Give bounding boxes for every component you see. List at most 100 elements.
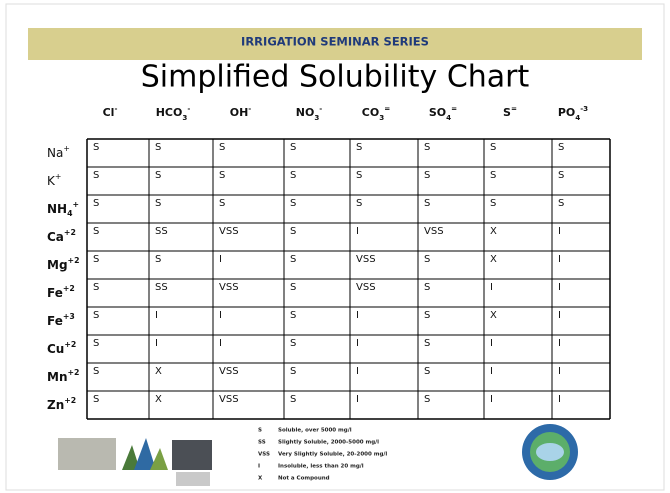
column-header-part: - bbox=[187, 104, 190, 113]
column-header: CO3= bbox=[362, 104, 390, 122]
cell: S bbox=[558, 170, 564, 181]
column-header-part: 3 bbox=[379, 113, 384, 122]
cell: S bbox=[424, 254, 430, 265]
cell: X bbox=[490, 226, 497, 237]
cell: S bbox=[219, 198, 225, 209]
row-label: Na+ bbox=[47, 144, 70, 160]
cell: S bbox=[290, 226, 296, 237]
row-label-part: +2 bbox=[64, 396, 76, 405]
cell: VSS bbox=[219, 282, 239, 293]
row-label: Mg+2 bbox=[47, 256, 80, 272]
column-header: PO4-3 bbox=[558, 104, 588, 122]
legend-code: I bbox=[258, 464, 260, 470]
cell: S bbox=[490, 170, 496, 181]
cell: S bbox=[356, 170, 362, 181]
cell: I bbox=[558, 338, 561, 349]
cell: VSS bbox=[219, 226, 239, 237]
slide-frame bbox=[5, 3, 665, 491]
column-header-part: 4 bbox=[575, 113, 580, 122]
column-header: HCO3- bbox=[156, 104, 191, 122]
cell: S bbox=[290, 366, 296, 377]
cell: I bbox=[356, 394, 359, 405]
cell: I bbox=[490, 338, 493, 349]
cell: S bbox=[93, 282, 99, 293]
cell: S bbox=[290, 338, 296, 349]
cell: VSS bbox=[356, 282, 376, 293]
cell: S bbox=[424, 198, 430, 209]
row-label-part: +2 bbox=[63, 284, 75, 293]
column-header: Cl- bbox=[103, 104, 118, 120]
cell: S bbox=[290, 310, 296, 321]
row-label: Mn+2 bbox=[47, 368, 79, 384]
cell: I bbox=[558, 366, 561, 377]
legend-code: VSS bbox=[258, 452, 270, 458]
row-label-part: +3 bbox=[63, 312, 75, 321]
column-header-part: 3 bbox=[314, 113, 319, 122]
cell: S bbox=[93, 310, 99, 321]
cell: X bbox=[155, 366, 162, 377]
cell: VSS bbox=[219, 394, 239, 405]
row-label-part: +2 bbox=[67, 368, 79, 377]
cell: VSS bbox=[219, 366, 239, 377]
series-title: IRRIGATION SEMINAR SERIES bbox=[241, 35, 429, 49]
cell: S bbox=[290, 170, 296, 181]
cell: S bbox=[424, 366, 430, 377]
row-label-part: + bbox=[73, 200, 80, 209]
cell: I bbox=[490, 394, 493, 405]
cell: S bbox=[424, 394, 430, 405]
column-header-part: = bbox=[511, 104, 517, 113]
column-header: SO4= bbox=[429, 104, 457, 122]
column-header-part: Cl bbox=[103, 106, 115, 119]
legend-text: Insoluble, less than 20 mg/l bbox=[278, 464, 364, 470]
cell: S bbox=[155, 254, 161, 265]
cell: I bbox=[558, 282, 561, 293]
column-header-part: OH bbox=[230, 106, 249, 119]
cell: S bbox=[155, 198, 161, 209]
row-label-part: Fe bbox=[47, 314, 63, 328]
cell: VSS bbox=[356, 254, 376, 265]
cell: S bbox=[424, 142, 430, 153]
cell: I bbox=[558, 254, 561, 265]
cell: I bbox=[356, 226, 359, 237]
legend-text: Very Slightly Soluble, 20-2000 mg/l bbox=[278, 452, 387, 458]
legend-text: Not a Compound bbox=[278, 476, 330, 482]
cell: S bbox=[290, 394, 296, 405]
legend-text: Soluble, over 5000 mg/l bbox=[278, 428, 352, 434]
cell: I bbox=[490, 366, 493, 377]
cell: S bbox=[93, 254, 99, 265]
cell: I bbox=[558, 394, 561, 405]
column-header-part: 4 bbox=[446, 113, 451, 122]
row-label: Ca+2 bbox=[47, 228, 76, 244]
cell: S bbox=[290, 282, 296, 293]
slide-title: Simplified Solubility Chart bbox=[141, 60, 530, 95]
cell: X bbox=[490, 310, 497, 321]
row-label: K+ bbox=[47, 172, 61, 188]
cell: S bbox=[155, 142, 161, 153]
cell: X bbox=[155, 394, 162, 405]
right-logo bbox=[522, 424, 578, 480]
row-label-part: Na bbox=[47, 146, 63, 160]
legend-code: S bbox=[258, 428, 262, 434]
cell: S bbox=[490, 142, 496, 153]
cell: S bbox=[93, 198, 99, 209]
cell: S bbox=[93, 170, 99, 181]
row-label-part: +2 bbox=[64, 228, 76, 237]
row-label-part: +2 bbox=[64, 340, 76, 349]
row-label-part: 4 bbox=[67, 209, 73, 218]
left-logo bbox=[58, 438, 212, 486]
cell: S bbox=[290, 198, 296, 209]
cell: I bbox=[219, 338, 222, 349]
cell: I bbox=[219, 254, 222, 265]
legend-code: SS bbox=[258, 440, 266, 446]
column-header: OH- bbox=[230, 104, 252, 120]
cell: S bbox=[93, 226, 99, 237]
column-header-part: = bbox=[384, 104, 390, 113]
column-header-part: - bbox=[114, 104, 117, 113]
cell: VSS bbox=[424, 226, 444, 237]
cell: S bbox=[155, 170, 161, 181]
legend-text: Slightly Soluble, 2000-5000 mg/l bbox=[278, 440, 379, 446]
cell: I bbox=[356, 366, 359, 377]
row-label: Fe+2 bbox=[47, 284, 75, 300]
cell: S bbox=[290, 254, 296, 265]
row-label-part: Zn bbox=[47, 398, 64, 412]
